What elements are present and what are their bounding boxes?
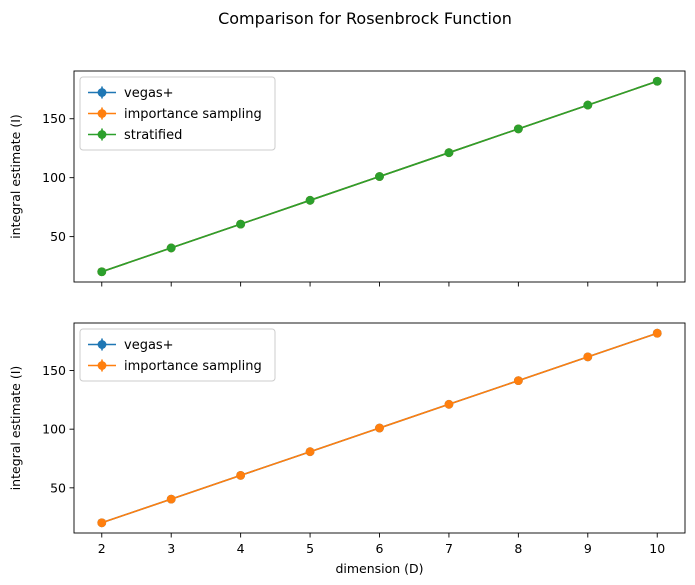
figure-title: Comparison for Rosenbrock Function [218, 9, 512, 28]
legend-label: vegas+ [124, 338, 174, 353]
legend-box [79, 76, 276, 151]
top-subplot: 50 100 150 integral estimate (I) vegas+ impor… [8, 70, 686, 287]
x-axis-label: dimension (D) [335, 561, 423, 576]
data-point [652, 76, 662, 86]
legend-label: importance sampling [124, 359, 262, 374]
legend-label: vegas+ [124, 86, 174, 101]
y-tick-label: 50 [50, 480, 66, 495]
x-tick-label: 5 [306, 541, 314, 556]
legend-box [79, 328, 276, 382]
x-tick-label: 9 [584, 541, 592, 556]
data-point [583, 352, 593, 362]
data-point [652, 328, 662, 338]
y-tick-label: 150 [42, 363, 66, 378]
legend-marker [97, 340, 107, 349]
data-point [444, 148, 454, 158]
legend-marker [97, 88, 107, 97]
y-tick-label: 100 [42, 422, 66, 437]
y-tick-label: 100 [42, 170, 66, 185]
legend-entry-importance-sampling: importance sampling [88, 107, 262, 122]
bottom-subplot: 2 3 4 5 6 7 8 9 10 50 100 150 integral estimate (I) d… [8, 322, 686, 576]
legend-marker [97, 130, 107, 139]
data-point [305, 447, 315, 457]
legend-label: stratified [124, 128, 182, 143]
legend-entry-vegas: vegas+ [88, 338, 174, 353]
data-point [583, 100, 593, 110]
legend-label: importance sampling [124, 107, 262, 122]
legend-entry-importance-sampling: importance sampling [88, 359, 262, 374]
legend: vegas+ importance sampling [79, 328, 276, 382]
data-point [97, 518, 107, 528]
legend-marker [97, 361, 107, 370]
data-point [166, 494, 176, 504]
data-point [375, 423, 384, 433]
data-point [444, 399, 454, 409]
data-point [375, 172, 384, 181]
x-tick-label: 6 [376, 541, 384, 556]
data-point [513, 376, 523, 386]
legend-marker [97, 109, 107, 118]
y-axis-label: integral estimate (I) [8, 366, 23, 491]
y-tick-label: 150 [42, 111, 66, 126]
x-tick-label: 8 [514, 541, 522, 556]
x-tick-label: 2 [98, 541, 106, 556]
data-point [236, 470, 246, 480]
series-stratified [97, 76, 662, 277]
x-tick-label: 4 [237, 541, 245, 556]
axes-frame [73, 70, 686, 283]
axes-frame [73, 322, 686, 534]
data-point [97, 267, 107, 277]
data-point [305, 195, 315, 205]
x-tick-label: 10 [649, 541, 665, 556]
legend-entry-stratified: stratified [88, 128, 182, 143]
legend-entry-vegas: vegas+ [88, 86, 174, 101]
series-importance-sampling [97, 328, 662, 528]
y-tick-label: 50 [50, 229, 66, 244]
data-point [513, 124, 523, 134]
x-tick-label: 3 [167, 541, 175, 556]
data-point [236, 219, 246, 229]
x-tick-label: 7 [445, 541, 453, 556]
legend: vegas+ importance sampling stratified [79, 76, 276, 151]
y-axis-label: integral estimate (I) [8, 114, 23, 239]
data-point [166, 243, 176, 253]
